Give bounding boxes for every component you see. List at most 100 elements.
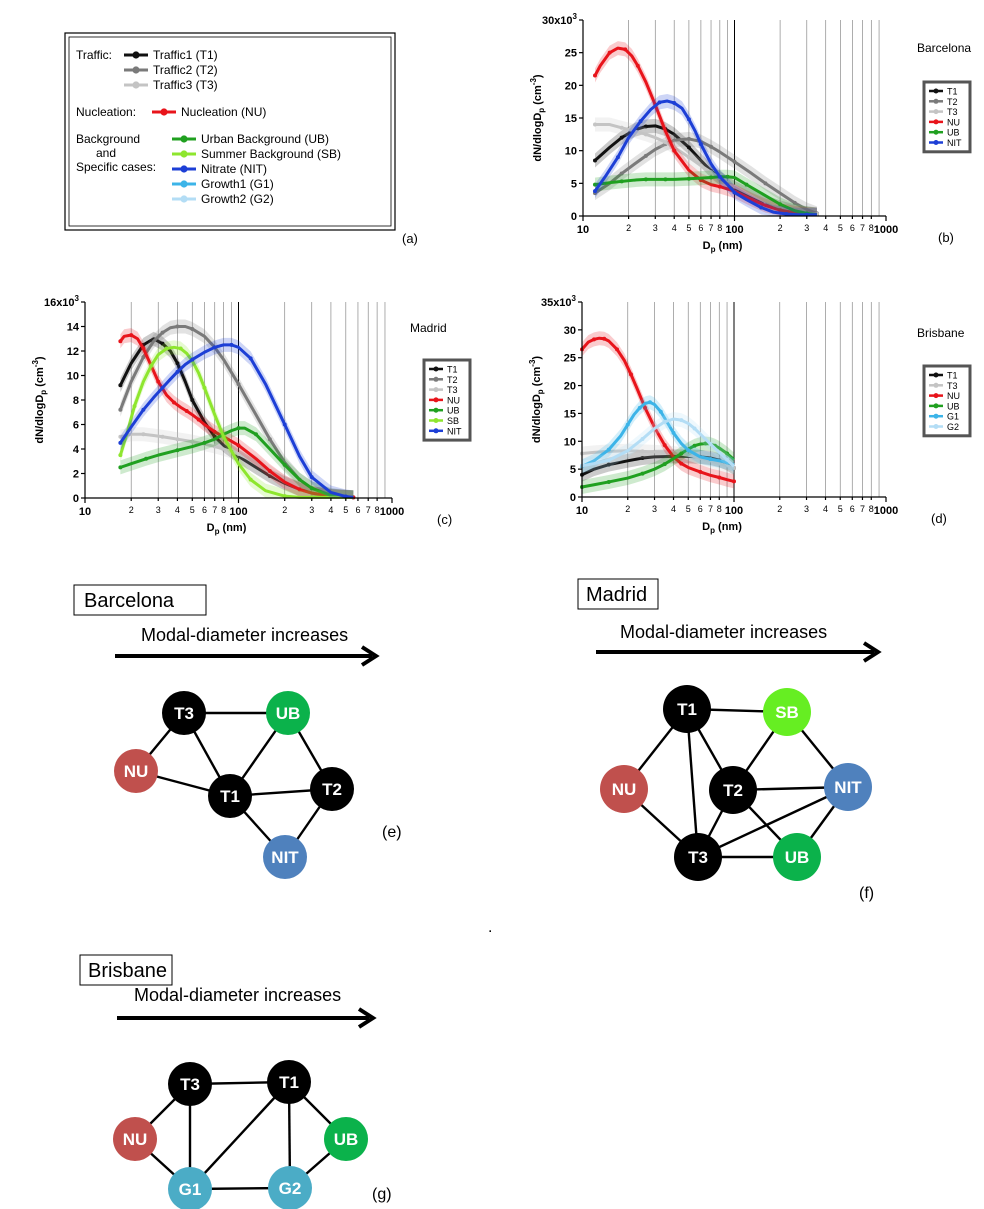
data-point-T1 [175,361,180,366]
y-tick-label: 15 [565,113,577,125]
y-tick-label: 10 [565,146,577,158]
x-tick-label: 100 [725,224,743,236]
data-point-G2 [679,418,684,423]
legend-label-G2: G2 [947,422,959,432]
data-point-NU [628,372,633,377]
data-point-SB [178,346,183,351]
data-point-T1 [619,135,624,140]
node-label-NU: NU [612,780,637,799]
x-tick-label: 2 [626,223,631,233]
legend-label-T1: T1 [947,371,958,381]
y-tick-label: 14 [67,322,80,334]
legend-label-T1: T1 [947,87,958,97]
node-T1 [663,685,711,733]
data-point-UB [253,432,258,437]
legend-label-NU: NU [947,391,960,401]
x-tick-label: 8 [869,504,874,514]
city-label: Madrid [410,321,447,335]
x-tick-label: 100 [725,505,743,517]
data-point-NIT [759,205,764,210]
legend-marker-SB [433,418,439,423]
data-point-UB [144,456,149,461]
data-point-G1 [658,409,663,414]
node-NIT [263,835,307,879]
legend-a-label-T1: Traffic1 (T1) [153,48,218,62]
node-label-UB: UB [276,704,301,723]
x-tick-label: 2 [129,505,134,515]
data-point-NU [129,333,134,338]
data-point-NIT [784,212,789,217]
x-tick-label: 3 [804,223,809,233]
legend-marker-NU [433,397,439,403]
data-point-T3 [717,461,722,466]
data-point-UB [118,465,123,470]
data-point-NIT [175,369,180,374]
data-point-NIT [592,189,597,194]
data-point-NU [212,429,217,434]
legend-label-NIT: NIT [447,426,462,436]
node-label-NU: NU [123,1130,148,1149]
node-T2 [310,767,354,811]
legend-label-NU: NU [447,395,460,405]
data-point-UB [725,174,730,179]
legend-marker-UB [433,407,439,413]
y-tick-label: 30 [564,325,576,337]
node-label-T3: T3 [174,704,194,723]
legend-a-label-SB: Summer Background (SB) [201,147,341,161]
legend-label-T2: T2 [947,97,958,107]
legend-marker-NIT [433,428,439,434]
panel-label: (b) [938,230,954,245]
x-tick-label: 3 [309,505,314,515]
series-band-UB [120,421,354,498]
y-tick-label: 20 [565,80,577,92]
legend-label-T2: T2 [447,375,458,385]
data-point-NU [607,50,612,55]
x-tick-label: 5 [343,505,348,515]
y-tick-label: 5 [571,178,577,190]
data-point-NIT [118,440,123,445]
legend-marker-T3 [933,382,939,388]
legend-a-frame-outer [64,32,396,231]
data-point-UB [643,177,648,182]
node-label-NU: NU [124,762,149,781]
legend-panel-a: Traffic: Traffic1 (T1)Traffic2 (T2)Traffi… [64,32,418,246]
data-point-UB [309,486,314,491]
node-label-G2: G2 [279,1179,302,1198]
legend-a-group-title: Specific cases: [76,160,156,174]
legend-label-SB: SB [447,416,459,426]
data-point-T2 [160,330,165,335]
data-point-UB [778,202,783,207]
legend-label-T3: T3 [947,381,958,391]
x-tick-label: 7 [708,504,713,514]
data-point-UB [662,462,667,467]
series-band-T3 [594,117,817,216]
series-band-NU [582,331,734,489]
x-tick-label: 6 [202,505,207,515]
city-label: Barcelona [917,41,971,55]
y-tick-label: 16x103 [44,294,80,309]
x-tick-label: 7 [366,505,371,515]
node-T2 [709,766,757,814]
x-tick-label: 8 [375,505,380,515]
legend-marker-G2 [933,424,939,429]
legend-label-T3: T3 [947,107,958,117]
data-point-UB [679,451,684,456]
data-point-NU [267,469,272,474]
panel-label: (c) [437,512,452,527]
data-point-NU [184,409,189,414]
network-barcelona: Barcelona Modal-diameter increases T3 UB NU T… [73,584,402,879]
x-tick-label: 7 [860,223,865,233]
legend-label-UB: UB [447,406,460,416]
data-point-G1 [686,448,691,453]
legend-a-marker-UB [180,135,188,143]
legend-a-label-UB: Urban Background (UB) [201,132,329,146]
legend-marker-NU [933,119,939,125]
data-point-NIT [717,174,722,179]
x-tick-label: 1000 [874,505,898,517]
legend-a-marker-SB [180,150,188,158]
legend-a-marker-T1 [132,51,140,59]
data-point-G1 [708,457,713,462]
node-NU [114,749,158,793]
legend-a-label-T3: Traffic3 (T3) [153,78,218,92]
